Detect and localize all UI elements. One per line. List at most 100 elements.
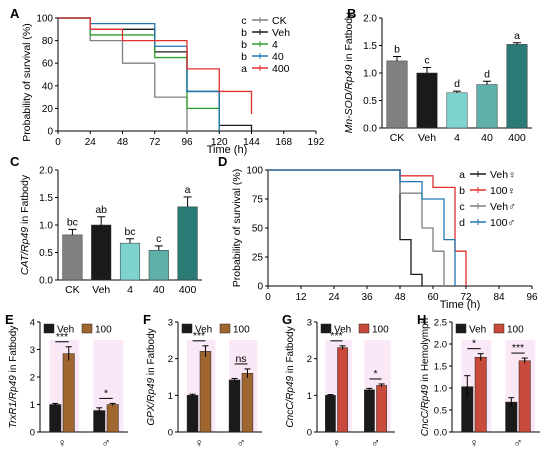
significance-mark: *** (56, 331, 68, 343)
significance-letter: bc (124, 226, 135, 238)
y-tick-label: 80 (42, 36, 54, 47)
significance-letter: ab (95, 204, 107, 216)
x-tick-label: ♀ (332, 436, 341, 450)
y-tick-label: 0.5 (363, 96, 377, 107)
y-axis-label: CncC/Rp49 in Fatbody (285, 326, 296, 427)
bar-100-1 (518, 360, 531, 433)
series-line-400 (58, 17, 253, 115)
y-tick-label: 0.0 (363, 124, 377, 135)
x-tick-label: 72 (460, 292, 472, 303)
y-tick-label: 1.0 (434, 384, 447, 395)
x-tick-label: 400 (179, 284, 197, 296)
y-axis-label: Probability of survival (%) (231, 169, 243, 287)
y-axis-label-part: TrxR1/Rp49 (8, 375, 19, 429)
y-axis-label: Mn-SOD/Rp49 in Fatbody (343, 12, 355, 134)
y-tick-label: 2 (30, 373, 35, 384)
y-tick-label: 2.5 (434, 318, 447, 329)
legend-letter: c (459, 201, 464, 213)
x-tick-label: ♀ (195, 436, 204, 450)
bar-4 (446, 92, 468, 129)
x-tick-label: Veh (92, 284, 110, 296)
bar-100-0 (337, 347, 348, 433)
bar-100-0 (474, 356, 487, 433)
legend-swatch-Veh (181, 323, 193, 334)
significance-mark: *** (330, 330, 342, 342)
y-tick-label: 100 (36, 14, 53, 25)
significance-letter: bc (67, 216, 78, 228)
bar-4 (119, 242, 141, 281)
bar-Veh-1 (228, 379, 241, 433)
y-axis-label-part: GPX/Rp49 (146, 377, 157, 425)
x-tick-label: 60 (427, 292, 439, 303)
legend-label: 100 (372, 325, 389, 336)
legend-letter: d (459, 217, 465, 229)
legend-label: 40 (272, 51, 284, 63)
y-axis-label-part: in Fatbody (285, 326, 296, 375)
legend-letter: b (241, 27, 247, 39)
y-axis-label: Probability of survival (%) (21, 23, 33, 141)
significance-letter: d (484, 68, 490, 80)
significance-letter: b (394, 44, 400, 56)
y-tick-label: 3 (168, 318, 173, 329)
legend-label: Veh (469, 325, 486, 336)
y-axis-label-part: CAT/Rp49 (19, 227, 31, 275)
y-axis-label: GPX/Rp49 in Fatbody (146, 328, 157, 425)
bar-Veh-0 (49, 404, 62, 433)
significance-mark: ns (235, 353, 246, 365)
y-tick-label: 3 (307, 318, 312, 329)
x-tick-label: 96 (526, 292, 538, 303)
y-axis-label-part: in Fatbody (146, 328, 157, 377)
y-tick-label: 75 (252, 195, 264, 206)
y-tick-label: 2.0 (434, 340, 447, 351)
y-axis-label: CncC/Rp49 in Hemolymph (420, 318, 431, 436)
legend-swatch-Veh (43, 323, 55, 334)
significance-mark: * (104, 387, 108, 399)
y-tick-label: 1 (30, 400, 35, 411)
x-tick-label: CK (390, 132, 405, 144)
legend-swatch-100 (358, 323, 370, 334)
bar-40 (148, 250, 169, 281)
y-tick-label: 3 (30, 345, 35, 356)
x-tick-label: ♂ (371, 436, 380, 450)
y-tick-label: 1 (168, 391, 173, 402)
y-tick-label: 4 (30, 318, 35, 329)
legend-letter: a (459, 169, 465, 181)
bar-100-0 (62, 353, 75, 433)
panel-letter-G: G (282, 312, 292, 327)
bar-CK (386, 60, 408, 129)
y-tick-label: 20 (42, 104, 54, 115)
bar-100-0 (199, 351, 212, 433)
legend-letter: b (459, 185, 465, 197)
x-tick-label: 84 (493, 292, 505, 303)
legend-swatch-100 (493, 323, 505, 334)
x-tick-label: 4 (127, 284, 133, 296)
y-tick-label: 1 (307, 391, 312, 402)
y-tick-label: 40 (42, 81, 54, 92)
panel-letter-B: B (347, 6, 356, 21)
x-tick-label: 96 (181, 137, 193, 148)
bar-400 (506, 44, 528, 129)
y-tick-label: 0.5 (39, 248, 53, 259)
significance-mark: *** (193, 330, 205, 342)
x-tick-label: 4 (454, 132, 460, 144)
significance-letter: a (185, 184, 191, 196)
significance-letter: a (514, 30, 520, 42)
significance-letter: c (156, 233, 161, 245)
legend-swatch-Veh (455, 323, 467, 334)
x-tick-label: Veh (418, 132, 436, 144)
y-tick-label: 50 (252, 224, 264, 235)
legend-label: CK (272, 15, 287, 27)
x-tick-label: 168 (275, 137, 292, 148)
x-tick-label: CK (65, 284, 80, 296)
y-axis-label-part: Probability of survival (%) (21, 23, 33, 141)
significance-mark: * (472, 338, 476, 350)
series-line-Veh♂ (268, 169, 445, 286)
bar-Veh (416, 72, 438, 129)
x-tick-label: 120 (211, 137, 228, 148)
legend-label: Veh♂ (490, 201, 516, 213)
y-axis-label-part: Mn-SOD/Rp49 (343, 64, 355, 133)
y-tick-label: 2 (168, 354, 173, 365)
x-axis-label: Time (h) (207, 144, 248, 156)
bar-Veh-1 (364, 389, 375, 433)
x-tick-label: ♂ (102, 436, 111, 450)
